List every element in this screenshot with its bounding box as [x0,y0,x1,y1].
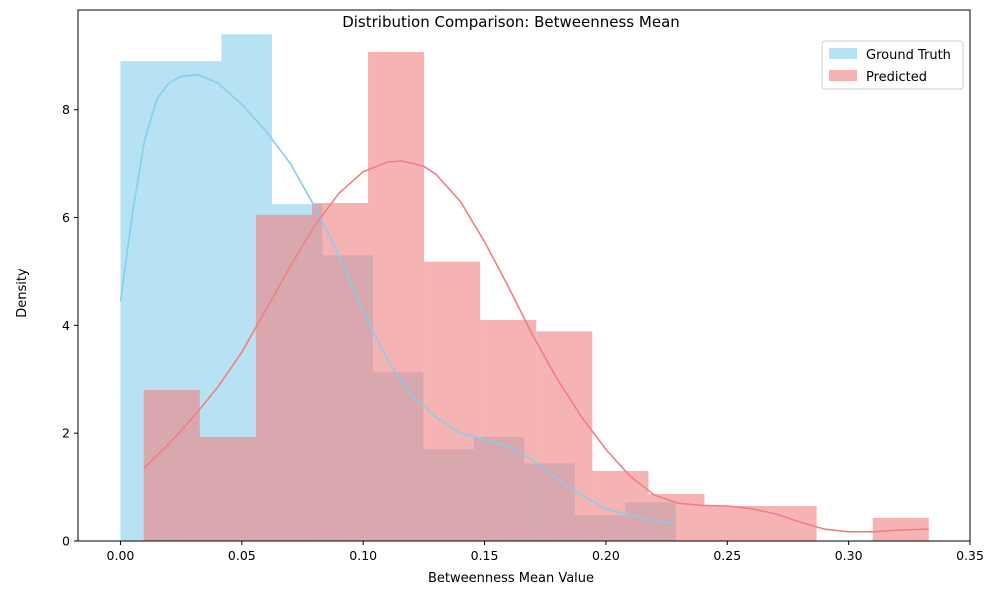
y-axis: 0 2 4 6 8 [62,102,78,549]
x-tick-label: 0.15 [471,548,499,563]
histogram-bar-predicted [143,390,200,541]
legend-box [821,40,964,90]
histogram-bar-predicted [648,494,705,541]
x-tick-label: 0.20 [592,548,620,563]
legend-swatch-predicted [829,70,857,81]
x-tick-label: 0.25 [713,548,741,563]
x-axis: 0.00 0.05 0.10 0.15 0.20 0.25 0.30 0.35 [107,541,984,563]
histogram-bar-predicted [199,436,256,541]
y-tick-label: 6 [62,210,70,225]
histogram-bar-predicted [536,331,593,541]
x-axis-label: Betweenness Mean Value [428,571,594,586]
x-tick-label: 0.35 [956,548,984,563]
y-tick-label: 2 [62,426,70,441]
histogram-bar-predicted [368,52,425,541]
y-tick-label: 4 [62,318,70,333]
histogram-bar-predicted [760,505,817,541]
histogram-bar-predicted [424,261,481,541]
histogram-bar-predicted [311,202,369,541]
y-axis-label: Density [15,268,30,318]
bars-layer [120,34,929,542]
histogram-bar-predicted [255,214,312,542]
y-tick-label: 0 [62,534,70,549]
histogram-bar-predicted [480,319,537,541]
legend: Ground Truth Predicted [821,40,964,90]
legend-swatch-ground-truth [829,48,857,59]
legend-label-predicted: Predicted [866,70,927,85]
x-tick-label: 0.00 [107,548,135,563]
legend-label-ground-truth: Ground Truth [866,48,951,63]
x-tick-label: 0.10 [349,548,377,563]
kde-line-ground-truth [119,73,675,525]
y-tick-label: 8 [62,102,70,117]
x-tick-label: 0.05 [228,548,256,563]
x-tick-label: 0.30 [835,548,863,563]
histogram-bar-predicted [704,505,761,541]
kde-layer [119,73,929,533]
kde-line-predicted [143,160,929,533]
plot-frame [77,9,971,542]
chart-title: Distribution Comparison: Betweenness Mea… [342,13,680,31]
